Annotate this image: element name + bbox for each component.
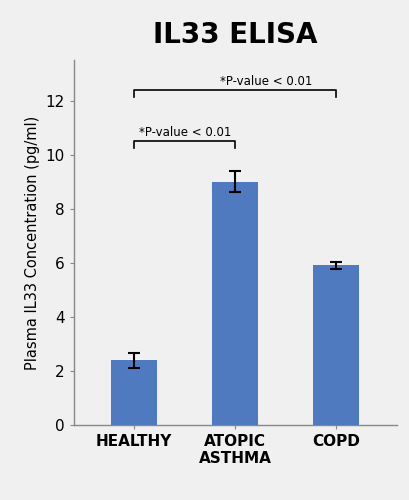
- Text: *P-value < 0.01: *P-value < 0.01: [139, 126, 231, 139]
- Title: IL33 ELISA: IL33 ELISA: [153, 22, 317, 50]
- Bar: [212, 182, 258, 425]
- Y-axis label: Plasma IL33 Concentration (pg/ml): Plasma IL33 Concentration (pg/ml): [25, 116, 40, 370]
- Bar: [313, 266, 359, 425]
- Text: *P-value < 0.01: *P-value < 0.01: [220, 74, 312, 88]
- Bar: [112, 360, 157, 425]
